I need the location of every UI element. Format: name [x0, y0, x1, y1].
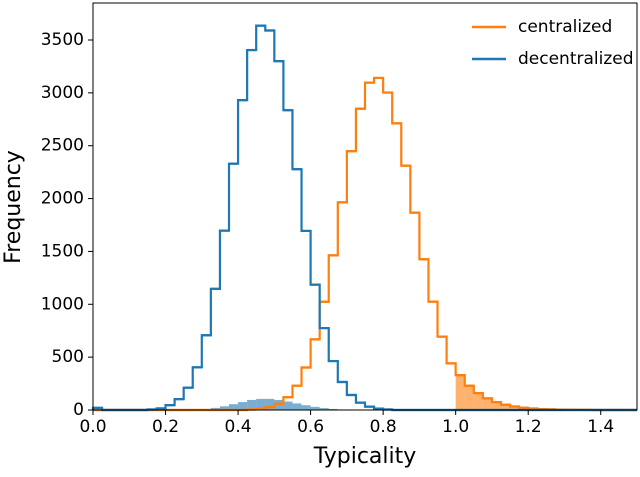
histogram-bar [292, 403, 301, 410]
x-axis-label: Typicality [313, 444, 417, 469]
y-tick-label: 3500 [41, 30, 84, 50]
y-tick-label: 2000 [41, 189, 84, 209]
histogram-bar [456, 375, 465, 410]
y-tick-label: 1500 [41, 241, 84, 261]
legend-label: centralized [518, 17, 612, 37]
histogram-bar [492, 402, 501, 410]
y-tick-label: 2500 [41, 136, 84, 156]
step-outline [93, 78, 637, 410]
y-tick-label: 0 [73, 400, 84, 420]
legend-label: decentralized [518, 49, 634, 69]
y-tick-label: 500 [52, 347, 84, 367]
histogram-bar [283, 402, 292, 410]
histogram-bar [265, 399, 274, 410]
y-tick-label: 3000 [41, 83, 84, 103]
x-tick-label: 1.4 [587, 417, 614, 437]
x-tick-label: 0.4 [225, 417, 252, 437]
x-tick-label: 0.8 [370, 417, 397, 437]
x-tick-label: 0.6 [297, 417, 324, 437]
y-axis-label: Frequency [1, 150, 26, 264]
x-tick-label: 1.0 [442, 417, 469, 437]
histogram-bar [474, 393, 483, 410]
x-tick-label: 1.2 [515, 417, 542, 437]
histogram-bar [302, 405, 311, 410]
histogram-bar [483, 398, 492, 410]
histogram-bar [274, 400, 283, 410]
y-tick-label: 1000 [41, 294, 84, 314]
histogram-bar [238, 402, 247, 410]
x-tick-label: 0.0 [79, 417, 106, 437]
x-tick-label: 0.2 [152, 417, 179, 437]
histogram-bar [465, 386, 474, 410]
